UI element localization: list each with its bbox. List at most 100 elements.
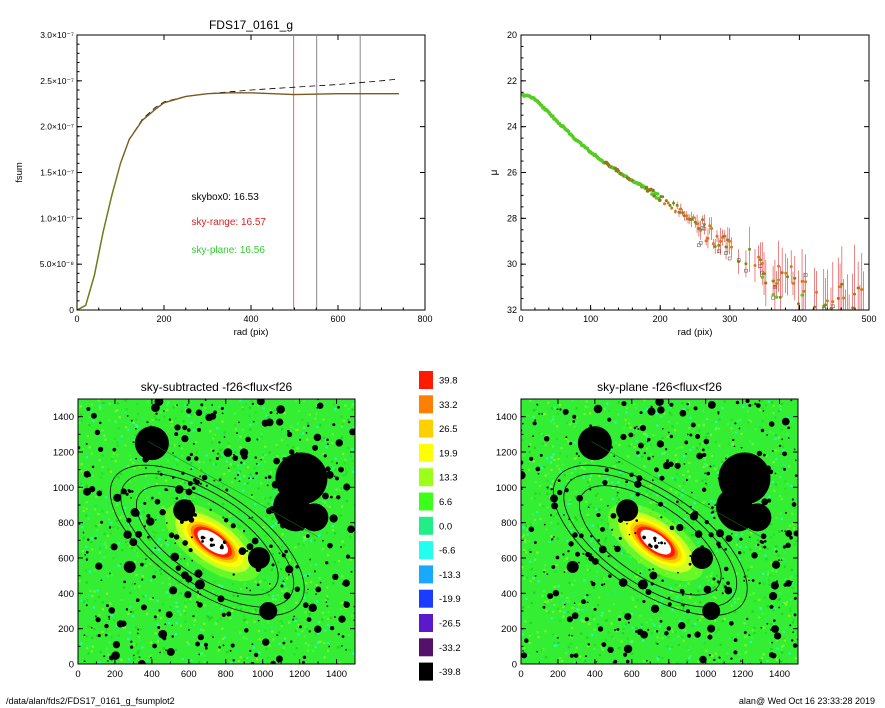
noise-pixel: [772, 515, 775, 518]
noise-pixel: [779, 592, 782, 595]
masked-source: [575, 551, 581, 557]
noise-pixel: [550, 617, 554, 620]
mu-square-point: [771, 295, 775, 300]
noise-pixel: [757, 422, 760, 425]
masked-source: [338, 466, 344, 473]
noise-pixel: [160, 544, 163, 547]
noise-pixel: [161, 528, 165, 531]
noise-pixel: [156, 640, 159, 643]
noise-pixel: [332, 616, 336, 620]
noise-pixel: [583, 463, 586, 466]
masked-source: [792, 631, 794, 633]
masked-source: [539, 453, 543, 457]
noise-pixel: [545, 457, 549, 460]
noise-pixel: [129, 648, 132, 652]
noise-pixel: [686, 408, 689, 411]
noise-pixel: [560, 446, 563, 450]
noise-pixel: [706, 633, 709, 636]
noise-pixel: [527, 485, 530, 488]
noise-pixel: [296, 428, 300, 431]
noise-pixel: [731, 423, 734, 426]
noise-pixel: [168, 655, 171, 658]
fsum-ytick-label: 2.0×10⁻⁷: [40, 122, 74, 132]
noise-pixel: [575, 646, 578, 649]
noise-pixel: [161, 472, 164, 475]
noise-pixel: [677, 503, 681, 506]
noise-pixel: [739, 631, 742, 634]
noise-pixel: [562, 591, 565, 594]
masked-source: [652, 568, 655, 571]
noise-pixel: [736, 572, 739, 575]
masked-source: [555, 555, 560, 560]
noise-pixel: [247, 655, 251, 658]
masked-source-core: [654, 539, 657, 542]
masked-source: [332, 423, 336, 427]
noise-pixel: [93, 568, 96, 572]
noise-pixel: [668, 647, 672, 651]
masked-source: [743, 631, 747, 634]
mu-point: [789, 265, 793, 269]
masked-source: [616, 627, 620, 631]
noise-pixel: [553, 430, 556, 433]
masked-source: [751, 552, 758, 559]
mu-square-point: [758, 264, 763, 268]
noise-pixel: [183, 404, 187, 407]
noise-pixel: [567, 611, 570, 614]
noise-pixel: [91, 594, 94, 598]
noise-pixel: [238, 464, 242, 467]
masked-source: [729, 621, 734, 626]
noise-pixel: [621, 632, 625, 635]
noise-pixel: [547, 611, 550, 614]
masked-source: [335, 462, 338, 465]
noise-pixel: [721, 460, 724, 464]
noise-pixel: [658, 574, 661, 577]
noise-pixel: [315, 584, 318, 587]
noise-pixel: [290, 620, 293, 623]
mu-point: [702, 223, 706, 227]
noise-pixel: [174, 607, 177, 610]
noise-pixel: [711, 581, 714, 584]
noise-pixel: [764, 632, 767, 635]
noise-pixel: [281, 649, 284, 652]
noise-pixel: [101, 510, 104, 513]
masked-source: [608, 574, 612, 578]
noise-pixel: [606, 593, 609, 596]
noise-pixel: [761, 612, 764, 615]
masked-source: [212, 636, 214, 639]
noise-pixel: [772, 412, 775, 415]
noise-pixel: [780, 517, 784, 520]
noise-pixel: [339, 608, 342, 611]
noise-pixel: [546, 459, 550, 462]
masked-source: [205, 484, 208, 487]
noise-pixel: [785, 462, 788, 466]
noise-pixel: [93, 628, 96, 631]
noise-pixel: [673, 638, 676, 641]
noise-pixel: [785, 603, 788, 606]
noise-pixel: [761, 407, 764, 410]
noise-pixel: [527, 606, 530, 609]
noise-pixel: [610, 638, 614, 641]
noise-pixel: [607, 522, 610, 525]
noise-pixel: [261, 456, 264, 459]
masked-source: [623, 652, 628, 657]
noise-pixel: [570, 529, 573, 532]
noise-pixel: [609, 545, 612, 548]
noise-pixel: [792, 505, 796, 509]
mu-point: [717, 243, 721, 247]
noise-pixel: [149, 550, 152, 554]
masked-source: [551, 538, 553, 541]
masked-source: [756, 450, 763, 457]
noise-pixel: [521, 535, 524, 538]
noise-pixel: [655, 602, 658, 606]
noise-pixel: [523, 577, 526, 580]
noise-pixel: [223, 472, 226, 476]
noise-pixel: [150, 654, 153, 657]
noise-pixel: [707, 434, 710, 437]
masked-source: [328, 645, 331, 648]
masked-source: [734, 422, 737, 425]
mu-point: [791, 281, 795, 285]
masked-source: [164, 623, 167, 626]
noise-pixel: [765, 578, 768, 581]
masked-source: [543, 523, 546, 526]
noise-pixel: [591, 460, 594, 463]
